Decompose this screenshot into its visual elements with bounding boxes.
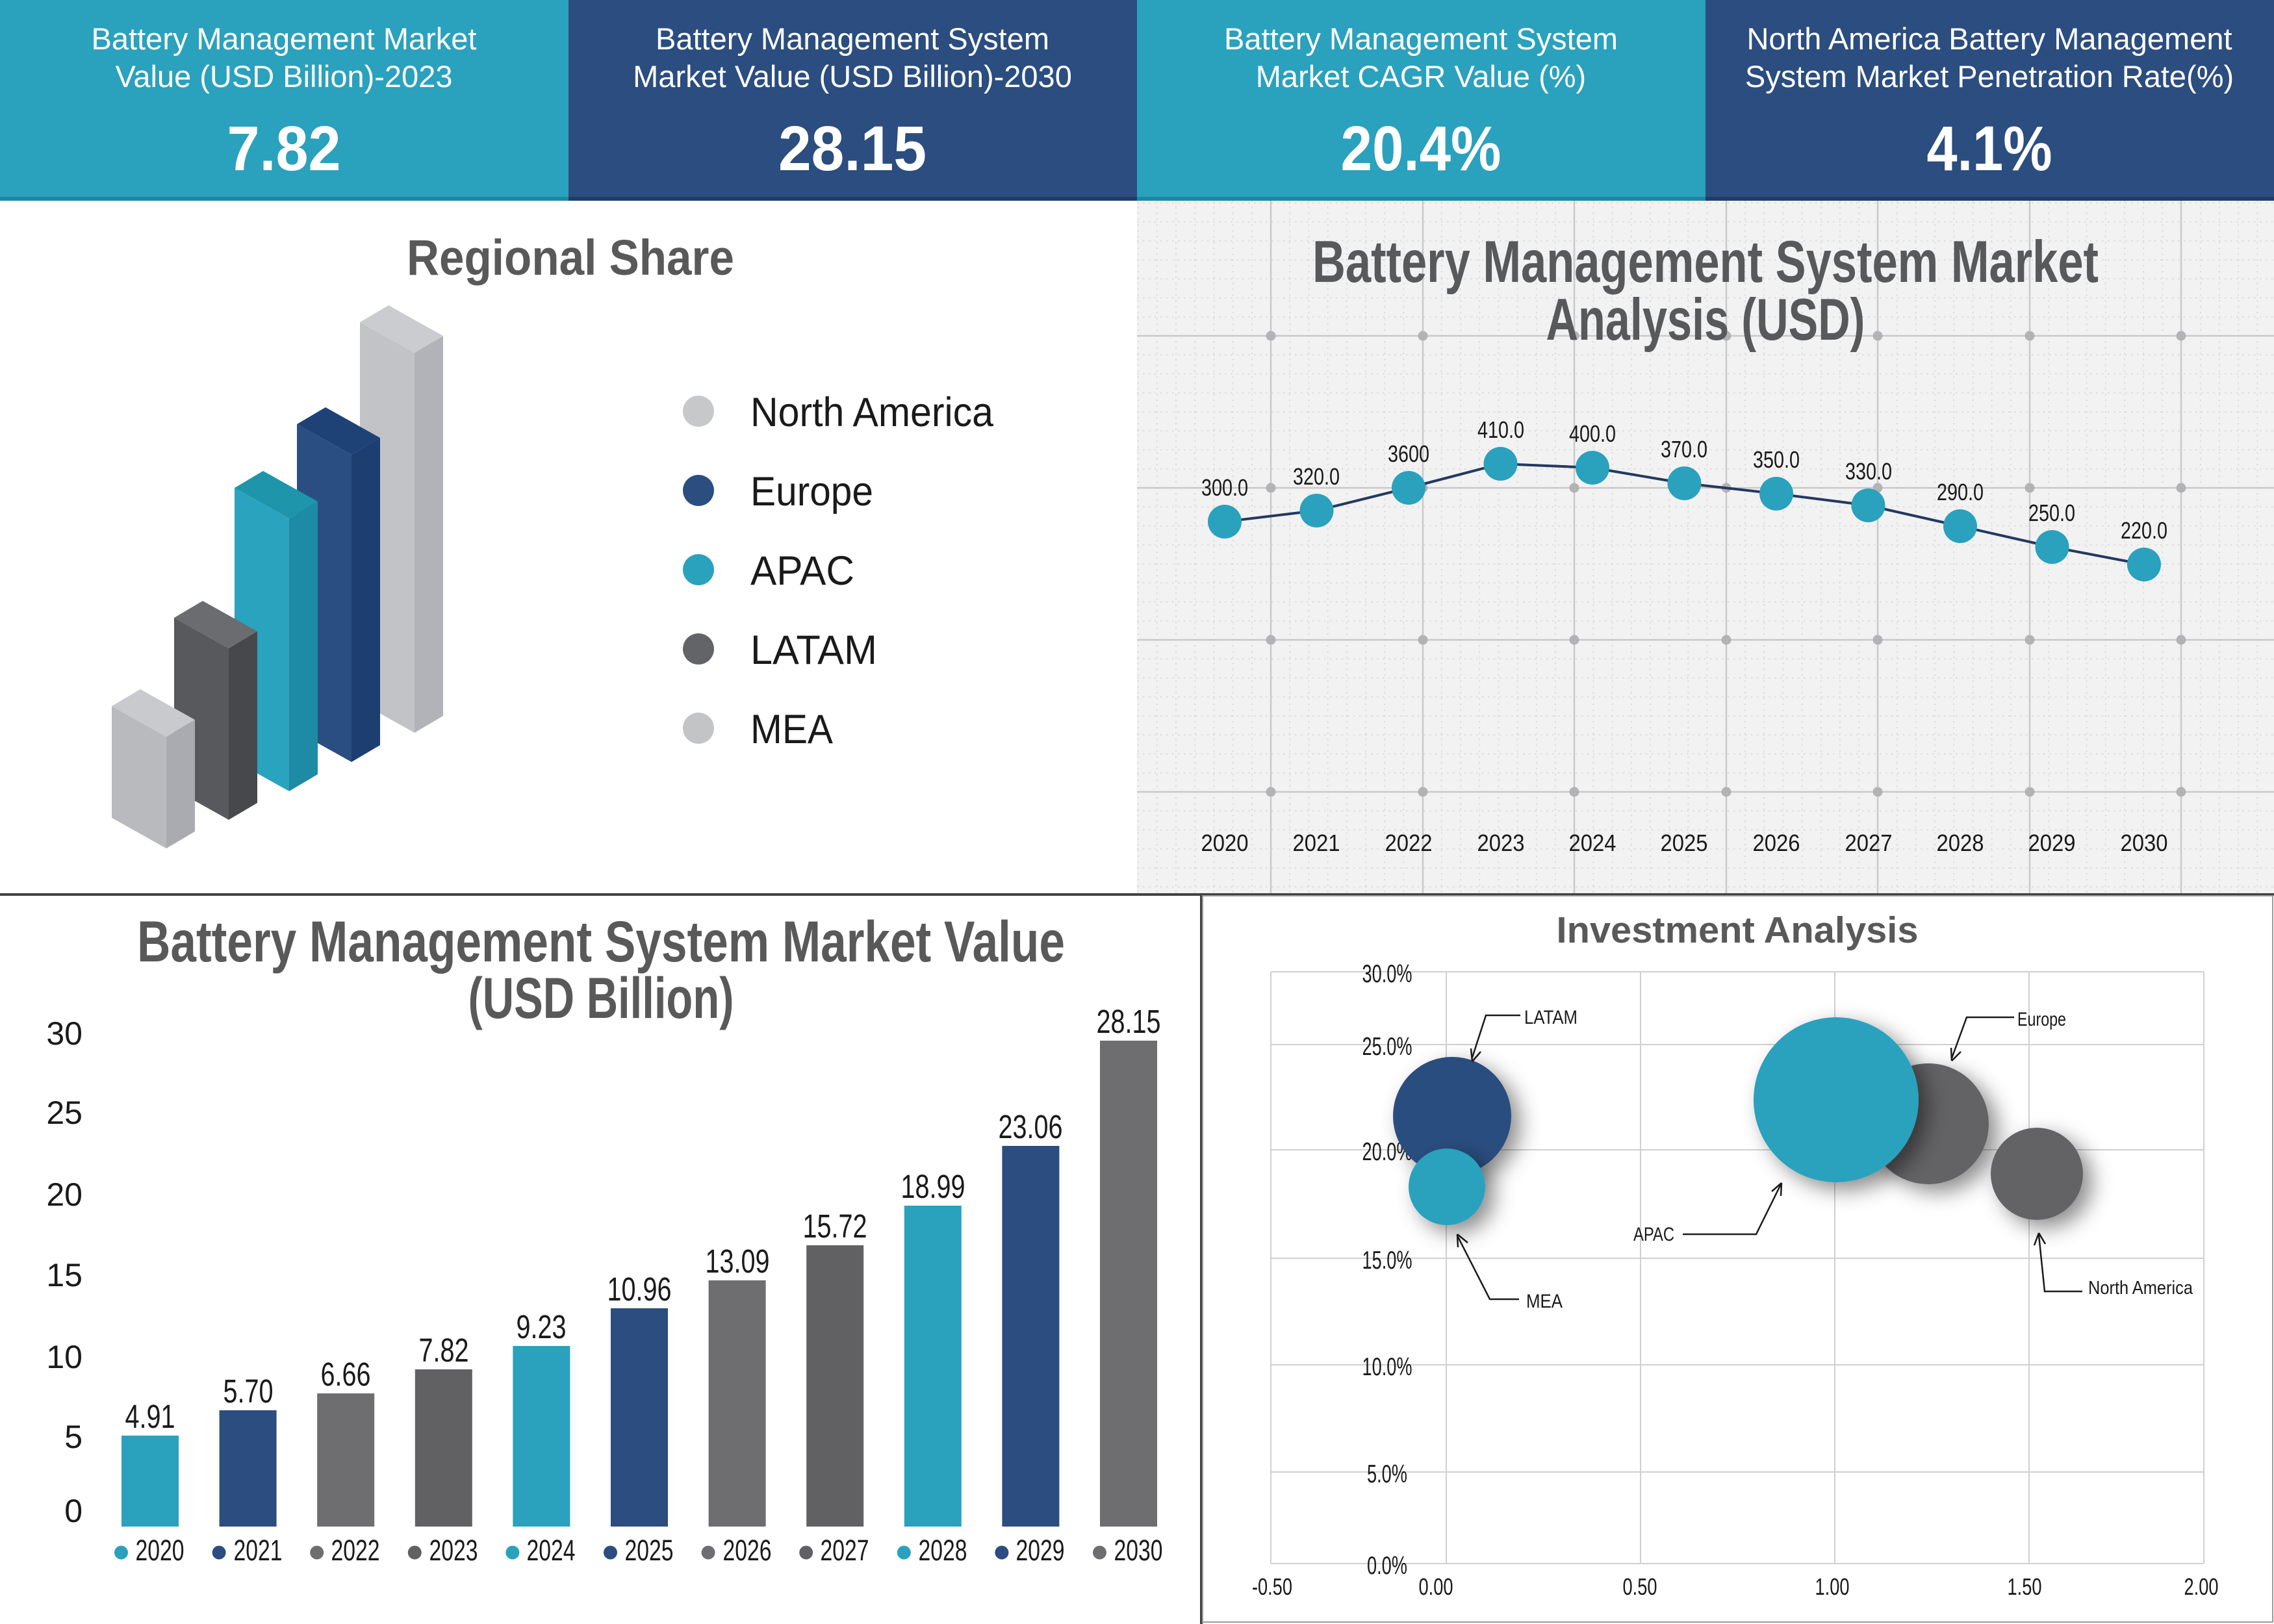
svg-text:10.96: 10.96 xyxy=(607,1271,672,1308)
svg-text:10: 10 xyxy=(46,1339,83,1375)
svg-text:2023: 2023 xyxy=(1477,830,1525,856)
svg-text:2021: 2021 xyxy=(234,1534,283,1567)
svg-text:7.82: 7.82 xyxy=(227,113,341,184)
svg-text:5.0%: 5.0% xyxy=(1367,1460,1407,1488)
svg-text:Market Value (USD Billion)-203: Market Value (USD Billion)-2030 xyxy=(633,59,1072,94)
svg-text:28.15: 28.15 xyxy=(778,113,926,184)
svg-text:15.72: 15.72 xyxy=(803,1208,867,1245)
svg-text:0: 0 xyxy=(64,1493,83,1529)
svg-text:-0.50: -0.50 xyxy=(1252,1573,1292,1600)
svg-text:Europe: Europe xyxy=(2017,1009,2066,1030)
svg-text:2030: 2030 xyxy=(2121,830,2168,856)
svg-text:350.0: 350.0 xyxy=(1753,446,1800,473)
svg-text:1.50: 1.50 xyxy=(2008,1573,2042,1600)
svg-text:North America: North America xyxy=(2088,1278,2193,1299)
svg-text:North America: North America xyxy=(750,390,994,435)
svg-text:2029: 2029 xyxy=(2028,830,2076,856)
svg-text:4.91: 4.91 xyxy=(125,1398,175,1435)
svg-text:2025: 2025 xyxy=(1661,830,1708,856)
svg-text:Battery Management System: Battery Management System xyxy=(1224,21,1618,56)
svg-text:Analysis (USD): Analysis (USD) xyxy=(1546,287,1865,353)
svg-text:370.0: 370.0 xyxy=(1661,436,1707,463)
svg-text:0.50: 0.50 xyxy=(1623,1573,1657,1600)
svg-text:2025: 2025 xyxy=(625,1534,674,1567)
svg-text:2020: 2020 xyxy=(136,1534,185,1567)
svg-text:1.00: 1.00 xyxy=(1815,1573,1850,1600)
svg-text:28.15: 28.15 xyxy=(1097,1003,1161,1040)
svg-text:Battery Management System Mark: Battery Management System Market Value xyxy=(137,909,1065,974)
svg-text:15: 15 xyxy=(46,1257,83,1293)
svg-text:15.0%: 15.0% xyxy=(1362,1247,1412,1275)
svg-text:North America Battery Manageme: North America Battery Management xyxy=(1746,21,2232,56)
svg-text:Battery Management System Mark: Battery Management System Market xyxy=(1312,229,2099,295)
svg-text:2022: 2022 xyxy=(1385,830,1433,856)
svg-text:5.70: 5.70 xyxy=(224,1373,274,1410)
svg-text:25.0%: 25.0% xyxy=(1362,1033,1412,1061)
svg-text:13.09: 13.09 xyxy=(706,1243,770,1280)
svg-text:MEA: MEA xyxy=(750,707,833,752)
svg-text:Regional Share: Regional Share xyxy=(407,230,734,286)
svg-text:Battery Management Market: Battery Management Market xyxy=(92,21,477,56)
svg-text:18.99: 18.99 xyxy=(901,1168,965,1205)
svg-text:2027: 2027 xyxy=(821,1534,869,1567)
svg-text:2021: 2021 xyxy=(1293,830,1340,856)
svg-text:2.00: 2.00 xyxy=(2184,1573,2219,1600)
svg-text:2028: 2028 xyxy=(1937,830,1984,856)
svg-text:2023: 2023 xyxy=(429,1534,478,1567)
svg-text:10.0%: 10.0% xyxy=(1362,1353,1412,1381)
svg-text:220.0: 220.0 xyxy=(2121,517,2167,544)
svg-text:2020: 2020 xyxy=(1201,830,1249,856)
svg-text:2030: 2030 xyxy=(1114,1534,1163,1567)
svg-text:Investment Analysis: Investment Analysis xyxy=(1557,909,1919,951)
svg-text:LATAM: LATAM xyxy=(1524,1007,1578,1028)
svg-text:250.0: 250.0 xyxy=(2028,500,2075,526)
svg-text:20: 20 xyxy=(46,1176,83,1213)
svg-text:System Market Penetration Rate: System Market Penetration Rate(%) xyxy=(1745,59,2234,94)
svg-text:320.0: 320.0 xyxy=(1293,463,1340,490)
svg-text:290.0: 290.0 xyxy=(1937,479,1984,505)
svg-text:Europe: Europe xyxy=(750,469,873,514)
svg-text:2026: 2026 xyxy=(723,1534,772,1567)
svg-text:MEA: MEA xyxy=(1526,1291,1563,1312)
svg-text:3600: 3600 xyxy=(1388,440,1429,467)
svg-text:2029: 2029 xyxy=(1016,1534,1065,1567)
svg-text:Battery Management System: Battery Management System xyxy=(656,21,1049,56)
svg-text:30: 30 xyxy=(46,1015,83,1052)
svg-text:2026: 2026 xyxy=(1753,830,1800,856)
svg-text:400.0: 400.0 xyxy=(1569,420,1616,447)
svg-text:2024: 2024 xyxy=(1569,830,1616,856)
svg-text:330.0: 330.0 xyxy=(1845,458,1892,485)
svg-text:Market CAGR Value (%): Market CAGR Value (%) xyxy=(1256,59,1586,94)
svg-text:2027: 2027 xyxy=(1845,830,1893,856)
svg-text:0.0%: 0.0% xyxy=(1367,1552,1407,1580)
svg-text:30.0%: 30.0% xyxy=(1362,960,1412,988)
svg-text:20.4%: 20.4% xyxy=(1341,113,1501,184)
svg-text:2024: 2024 xyxy=(527,1534,576,1567)
svg-text:4.1%: 4.1% xyxy=(1927,113,2052,184)
svg-text:LATAM: LATAM xyxy=(750,628,877,673)
svg-text:0.00: 0.00 xyxy=(1419,1573,1453,1600)
svg-text:Value (USD Billion)-2023: Value (USD Billion)-2023 xyxy=(116,59,453,94)
svg-text:410.0: 410.0 xyxy=(1477,416,1524,443)
svg-text:5: 5 xyxy=(64,1419,83,1455)
svg-text:9.23: 9.23 xyxy=(517,1308,567,1345)
svg-text:7.82: 7.82 xyxy=(419,1332,469,1369)
svg-text:25: 25 xyxy=(46,1095,83,1131)
svg-text:23.06: 23.06 xyxy=(999,1108,1063,1145)
svg-text:APAC: APAC xyxy=(1633,1224,1674,1245)
svg-text:2022: 2022 xyxy=(331,1534,380,1567)
svg-text:300.0: 300.0 xyxy=(1201,474,1248,501)
svg-text:APAC: APAC xyxy=(750,548,854,594)
svg-text:6.66: 6.66 xyxy=(321,1356,371,1393)
svg-text:2028: 2028 xyxy=(919,1534,967,1567)
svg-text:(USD Billion): (USD Billion) xyxy=(468,965,734,1030)
